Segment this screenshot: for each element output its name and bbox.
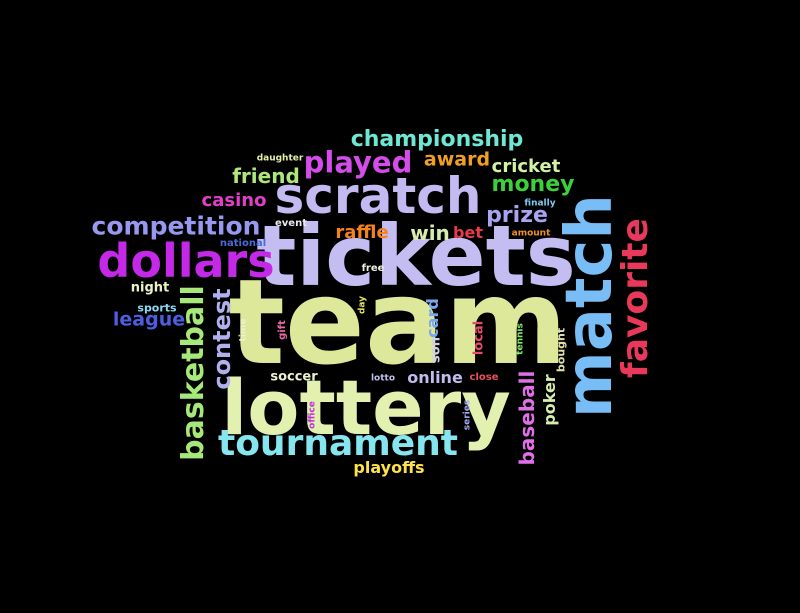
word-lotto: lotto [370,373,396,384]
word-online: online [407,368,463,387]
word-casino: casino [201,190,267,211]
word-money: money [491,172,575,197]
word-daughter: daughter [256,153,304,164]
word-award: award [423,148,491,171]
word-time: time [238,318,249,342]
word-series: series [462,399,473,431]
word-office: office [307,401,318,429]
word-bought: bought [554,327,568,373]
word-tournament: tournament [217,423,459,464]
word-competition: competition [91,211,261,241]
word-poker: poker [540,374,559,426]
word-dollars: dollars [97,234,275,288]
word-win: win [410,221,450,245]
word-national: national [219,238,267,249]
word-card: card [423,298,442,338]
word-team: team [228,253,568,391]
word-raffle: raffle [335,222,389,243]
word-favorite: favorite [615,218,656,378]
word-baseball: baseball [515,370,539,466]
word-event: event [275,218,307,229]
word-prize: prize [486,203,548,228]
word-bet: bet [453,223,483,242]
word-championship: championship [350,127,524,152]
word-played: played [303,145,413,180]
word-playoffs: playoffs [353,458,425,477]
word-match: match [553,194,627,418]
word-lottery: lottery [221,363,511,452]
word-friend: friend [232,164,300,188]
word-cricket: cricket [491,156,561,177]
word-free: free [361,263,385,274]
word-amount: amount [511,228,551,239]
word-tickets: tickets [256,207,576,305]
word-finally: finally [524,198,556,209]
word-tennis: tennis [515,323,526,355]
word-gift: gift [277,320,288,340]
word-league: league [112,308,186,331]
word-close: close [469,372,499,383]
word-son: son [428,337,444,363]
word-day: day [357,295,368,315]
word-contest: contest [208,288,236,390]
word-sports: sports [137,301,177,315]
word-night: night [130,280,170,296]
word-local: local [471,320,487,356]
word-scratch: scratch [274,167,482,225]
word-soccer: soccer [270,369,318,385]
